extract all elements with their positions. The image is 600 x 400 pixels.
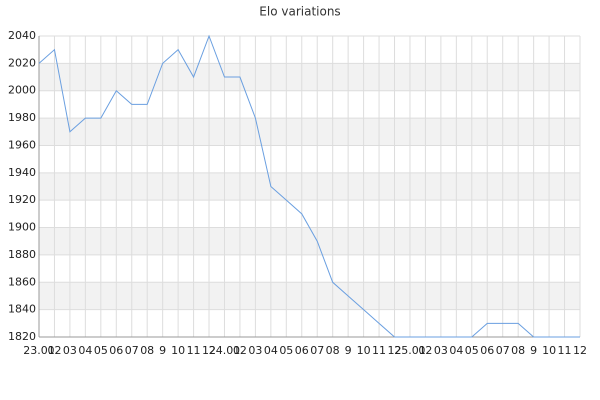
grid-band xyxy=(39,172,580,201)
x-tick-label: 07 xyxy=(310,344,324,357)
x-tick-label: 02 xyxy=(47,344,61,357)
x-tick-label: 23.01 xyxy=(23,344,55,357)
x-tick-label: 10 xyxy=(542,344,556,357)
x-tick-label: 9 xyxy=(530,344,537,357)
y-tick-label: 1960 xyxy=(8,138,36,151)
x-tick-label: 07 xyxy=(125,344,139,357)
x-tick-label: 04 xyxy=(449,344,463,357)
x-tick-label: 03 xyxy=(434,344,448,357)
x-tick-label: 25.01 xyxy=(394,344,426,357)
x-tick-label: 03 xyxy=(63,344,77,357)
x-tick-label: 9 xyxy=(159,344,166,357)
chart-title: Elo variations xyxy=(259,5,340,19)
x-tick-label: 02 xyxy=(418,344,432,357)
grid-band xyxy=(39,63,580,91)
x-tick-label: 11 xyxy=(558,344,572,357)
x-tick-label: 11 xyxy=(372,344,386,357)
x-tick-label: 06 xyxy=(295,344,309,357)
x-tick-label: 10 xyxy=(171,344,185,357)
x-tick-label: 07 xyxy=(496,344,510,357)
y-tick-label: 1860 xyxy=(8,275,36,288)
x-tick-label: 12 xyxy=(202,344,216,357)
x-tick-label: 04 xyxy=(78,344,92,357)
x-tick-label: 11 xyxy=(187,344,201,357)
y-tick-label: 1840 xyxy=(8,303,36,316)
x-tick-label: 04 xyxy=(264,344,278,357)
x-tick-label: 08 xyxy=(326,344,340,357)
x-tick-label: 12 xyxy=(573,344,587,357)
x-tick-label: 24.01 xyxy=(209,344,241,357)
x-tick-label: 05 xyxy=(279,344,293,357)
x-tick-label: 08 xyxy=(140,344,154,357)
y-tick-label: 1940 xyxy=(8,166,36,179)
series-line xyxy=(38,34,580,338)
y-tick-label: 2000 xyxy=(8,84,36,97)
y-tick-label: 1920 xyxy=(8,193,36,206)
x-tick-label: 06 xyxy=(109,344,123,357)
y-tick-label: 1980 xyxy=(8,111,36,124)
grid-band xyxy=(39,227,580,255)
x-tick-label: 08 xyxy=(511,344,525,357)
grid-band xyxy=(39,282,580,310)
x-tick-label: 9 xyxy=(345,344,352,357)
x-tick-label: 05 xyxy=(465,344,479,357)
x-tick-label: 10 xyxy=(357,344,371,357)
y-tick-label: 1900 xyxy=(8,221,36,234)
x-tick-label: 12 xyxy=(388,344,402,357)
x-tick-label: 06 xyxy=(480,344,494,357)
y-tick-label: 1880 xyxy=(8,248,36,261)
x-tick-label: 05 xyxy=(94,344,108,357)
x-tick-label: 03 xyxy=(248,344,262,357)
y-tick-label: 2040 xyxy=(8,29,36,42)
x-tick-label: 02 xyxy=(233,344,247,357)
grid-band xyxy=(39,118,580,146)
y-tick-label: 2020 xyxy=(8,56,36,69)
y-tick-label: 1820 xyxy=(8,330,36,343)
